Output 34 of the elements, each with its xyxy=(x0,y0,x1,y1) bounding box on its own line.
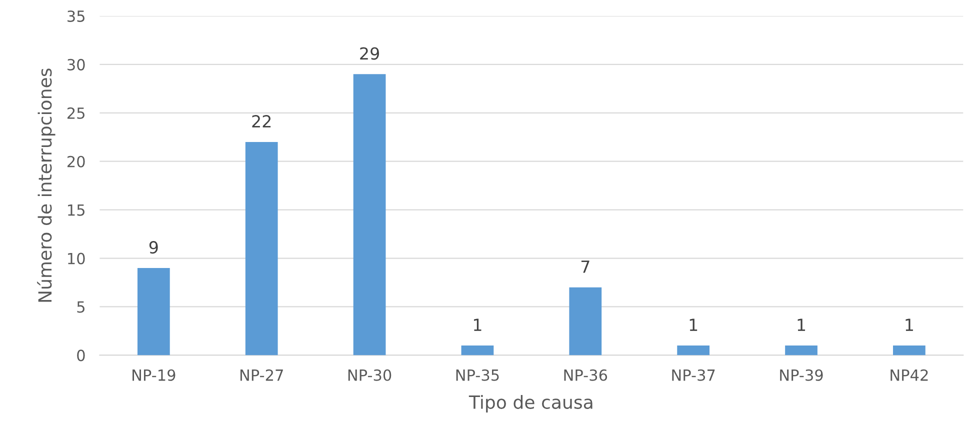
y-tick-label: 30 xyxy=(68,58,85,70)
data-label: 29 xyxy=(360,47,379,60)
x-tick-label: NP-39 xyxy=(780,369,823,381)
x-tick-label: NP-35 xyxy=(456,369,499,381)
y-tick-label: 15 xyxy=(68,204,84,216)
bar xyxy=(893,346,926,356)
bar xyxy=(677,346,710,356)
bar xyxy=(461,346,494,356)
y-tick-label: 10 xyxy=(68,252,85,264)
x-tick-label: NP-30 xyxy=(348,369,392,381)
y-tick-label: 25 xyxy=(67,107,84,119)
data-label: 7 xyxy=(581,260,590,273)
bar xyxy=(785,346,818,356)
x-axis-title: Tipo de causa xyxy=(468,394,592,412)
y-tick-label: 20 xyxy=(67,156,85,168)
y-axis-title: Número de interrupciones xyxy=(37,68,56,302)
x-tick-label: NP-37 xyxy=(672,369,715,381)
bar xyxy=(569,287,602,356)
x-tick-label: NP42 xyxy=(890,369,928,381)
bar xyxy=(137,268,170,356)
data-label: 9 xyxy=(149,241,158,254)
y-tick-label: 35 xyxy=(68,10,84,22)
data-label: 1 xyxy=(690,318,698,331)
x-tick-label: NP-19 xyxy=(132,369,176,381)
bar xyxy=(353,74,386,356)
data-label: 1 xyxy=(474,318,482,331)
x-tick-label: NP-36 xyxy=(564,369,608,381)
bar xyxy=(245,142,278,356)
x-tick-label: NP-27 xyxy=(240,369,283,381)
data-label: 1 xyxy=(798,318,806,331)
y-tick-label: 5 xyxy=(77,301,84,313)
data-label: 1 xyxy=(906,318,913,331)
y-tick-label: 0 xyxy=(77,350,85,362)
data-label: 22 xyxy=(252,115,271,128)
